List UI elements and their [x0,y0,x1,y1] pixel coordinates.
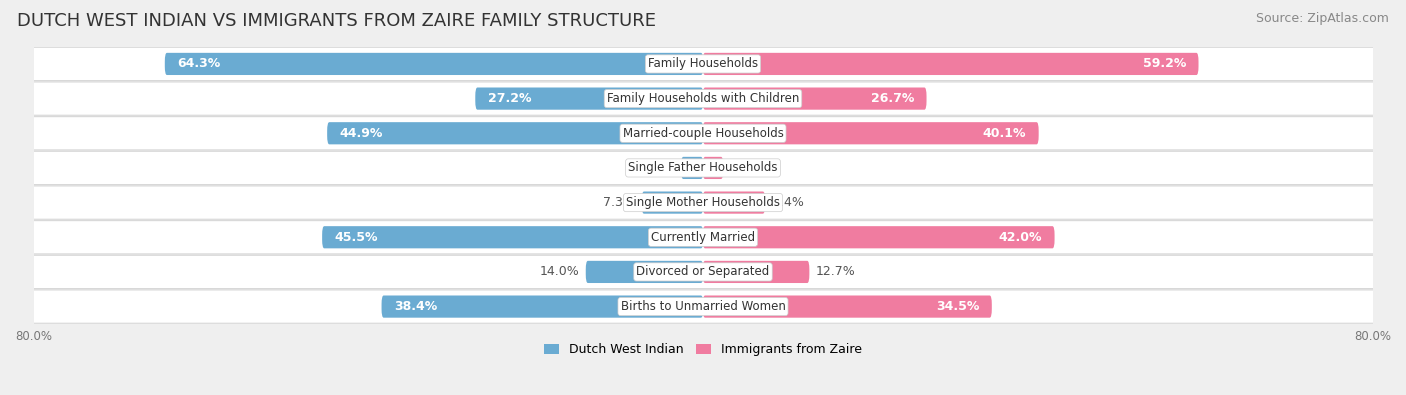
FancyBboxPatch shape [7,186,1399,219]
FancyBboxPatch shape [7,47,1399,81]
Text: 59.2%: 59.2% [1143,57,1185,70]
FancyBboxPatch shape [322,226,703,248]
Text: 80.0%: 80.0% [1354,330,1391,343]
FancyBboxPatch shape [7,255,1399,289]
FancyBboxPatch shape [703,295,991,318]
FancyBboxPatch shape [681,157,703,179]
Text: Births to Unmarried Women: Births to Unmarried Women [620,300,786,313]
FancyBboxPatch shape [703,122,1039,144]
Text: 34.5%: 34.5% [936,300,979,313]
FancyBboxPatch shape [703,261,810,283]
Text: 44.9%: 44.9% [340,127,384,140]
Text: 38.4%: 38.4% [394,300,437,313]
FancyBboxPatch shape [381,295,703,318]
FancyBboxPatch shape [703,226,1054,248]
Text: Single Father Households: Single Father Households [628,162,778,175]
Text: Family Households with Children: Family Households with Children [607,92,799,105]
FancyBboxPatch shape [328,122,703,144]
Text: Married-couple Households: Married-couple Households [623,127,783,140]
FancyBboxPatch shape [641,192,703,214]
Text: Source: ZipAtlas.com: Source: ZipAtlas.com [1256,12,1389,25]
Text: 45.5%: 45.5% [335,231,378,244]
Text: 2.4%: 2.4% [730,162,762,175]
Text: DUTCH WEST INDIAN VS IMMIGRANTS FROM ZAIRE FAMILY STRUCTURE: DUTCH WEST INDIAN VS IMMIGRANTS FROM ZAI… [17,12,655,30]
Text: 7.3%: 7.3% [603,196,636,209]
Text: 42.0%: 42.0% [998,231,1042,244]
Text: Divorced or Separated: Divorced or Separated [637,265,769,278]
Text: 26.7%: 26.7% [870,92,914,105]
Legend: Dutch West Indian, Immigrants from Zaire: Dutch West Indian, Immigrants from Zaire [544,344,862,357]
FancyBboxPatch shape [703,157,723,179]
FancyBboxPatch shape [7,82,1399,115]
FancyBboxPatch shape [7,221,1399,254]
Text: Currently Married: Currently Married [651,231,755,244]
Text: Single Mother Households: Single Mother Households [626,196,780,209]
FancyBboxPatch shape [165,53,703,75]
FancyBboxPatch shape [7,290,1399,323]
Text: 64.3%: 64.3% [177,57,221,70]
Text: 27.2%: 27.2% [488,92,531,105]
FancyBboxPatch shape [475,88,703,110]
Text: 7.4%: 7.4% [772,196,803,209]
Text: 12.7%: 12.7% [815,265,856,278]
Text: 2.6%: 2.6% [643,162,675,175]
Text: 14.0%: 14.0% [540,265,579,278]
Text: Family Households: Family Households [648,57,758,70]
FancyBboxPatch shape [703,53,1198,75]
FancyBboxPatch shape [703,88,927,110]
FancyBboxPatch shape [7,117,1399,150]
FancyBboxPatch shape [7,151,1399,184]
FancyBboxPatch shape [586,261,703,283]
Text: 40.1%: 40.1% [983,127,1026,140]
FancyBboxPatch shape [703,192,765,214]
Text: 80.0%: 80.0% [15,330,52,343]
